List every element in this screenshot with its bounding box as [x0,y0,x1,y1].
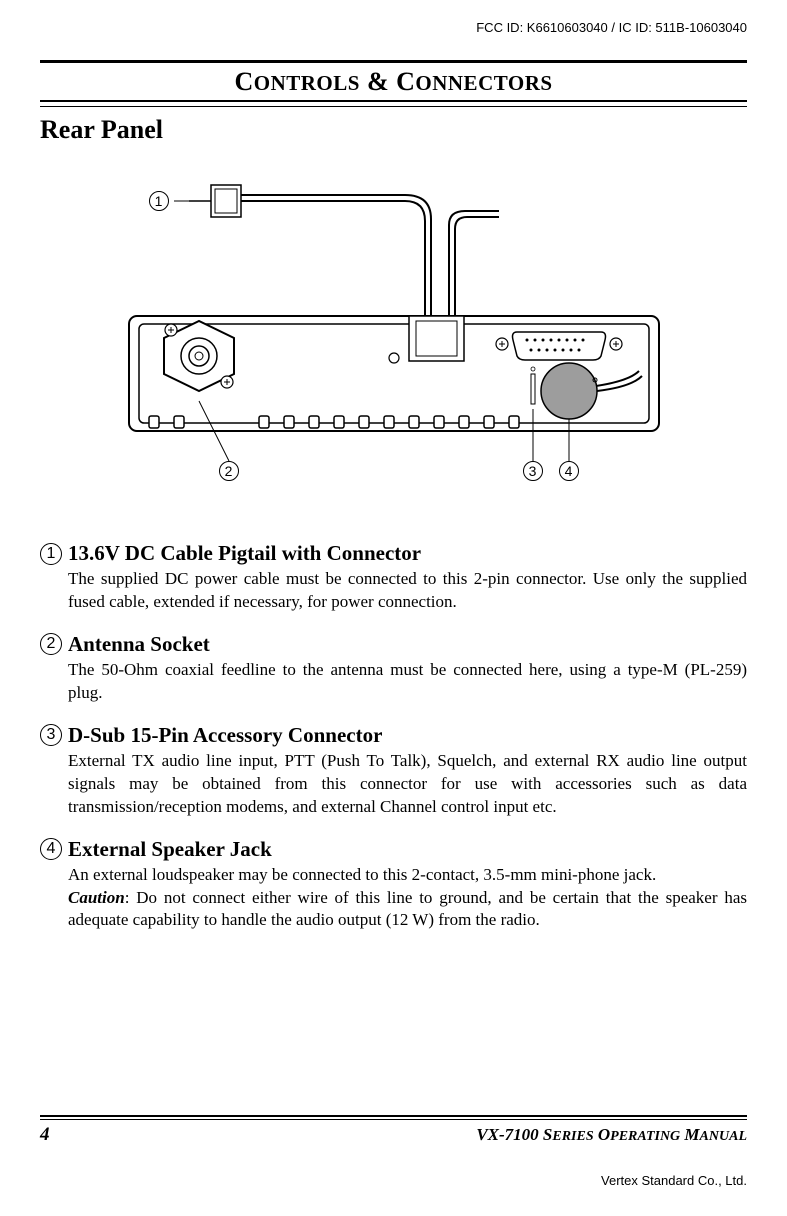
item-heading-4: External Speaker Jack [68,837,272,862]
item-body-1: The supplied DC power cable must be conn… [40,568,747,614]
manual-name: VX-7100 SERIES OPERATING MANUAL [476,1125,747,1145]
rear-panel-diagram: 1 2 3 4 [119,161,669,501]
page-number: 4 [40,1124,50,1146]
item-1: 1 13.6V DC Cable Pigtail with Connector … [40,541,747,614]
item-num-1: 1 [40,543,62,565]
item-4: 4 External Speaker Jack An external loud… [40,837,747,933]
item-body-2: The 50-Ohm coaxial feedline to the anten… [40,659,747,705]
content-list: 1 13.6V DC Cable Pigtail with Connector … [40,541,747,932]
item-num-4: 4 [40,838,62,860]
callout-2: 2 [219,461,239,481]
caution-label: Caution [68,888,125,907]
item-num-2: 2 [40,633,62,655]
item-body-4: An external loudspeaker may be connected… [40,864,747,933]
item-heading-3: D-Sub 15-Pin Accessory Connector [68,723,382,748]
item-2: 2 Antenna Socket The 50-Ohm coaxial feed… [40,632,747,705]
item-heading-2: Antenna Socket [68,632,210,657]
callout-3: 3 [523,461,543,481]
item-heading-1: 13.6V DC Cable Pigtail with Connector [68,541,421,566]
callout-1: 1 [149,191,169,211]
callout-4: 4 [559,461,579,481]
main-title: CONTROLS & CONNECTORS [40,67,747,97]
title-section: CONTROLS & CONNECTORS [40,60,747,107]
item-body-3: External TX audio line input, PTT (Push … [40,750,747,819]
footer: 4 VX-7100 SERIES OPERATING MANUAL [40,1115,747,1146]
company-name: Vertex Standard Co., Ltd. [601,1173,747,1188]
header-fcc-id: FCC ID: K6610603040 / IC ID: 511B-106030… [40,20,747,35]
item-num-3: 3 [40,724,62,746]
section-heading: Rear Panel [40,115,747,145]
item-3: 3 D-Sub 15-Pin Accessory Connector Exter… [40,723,747,819]
